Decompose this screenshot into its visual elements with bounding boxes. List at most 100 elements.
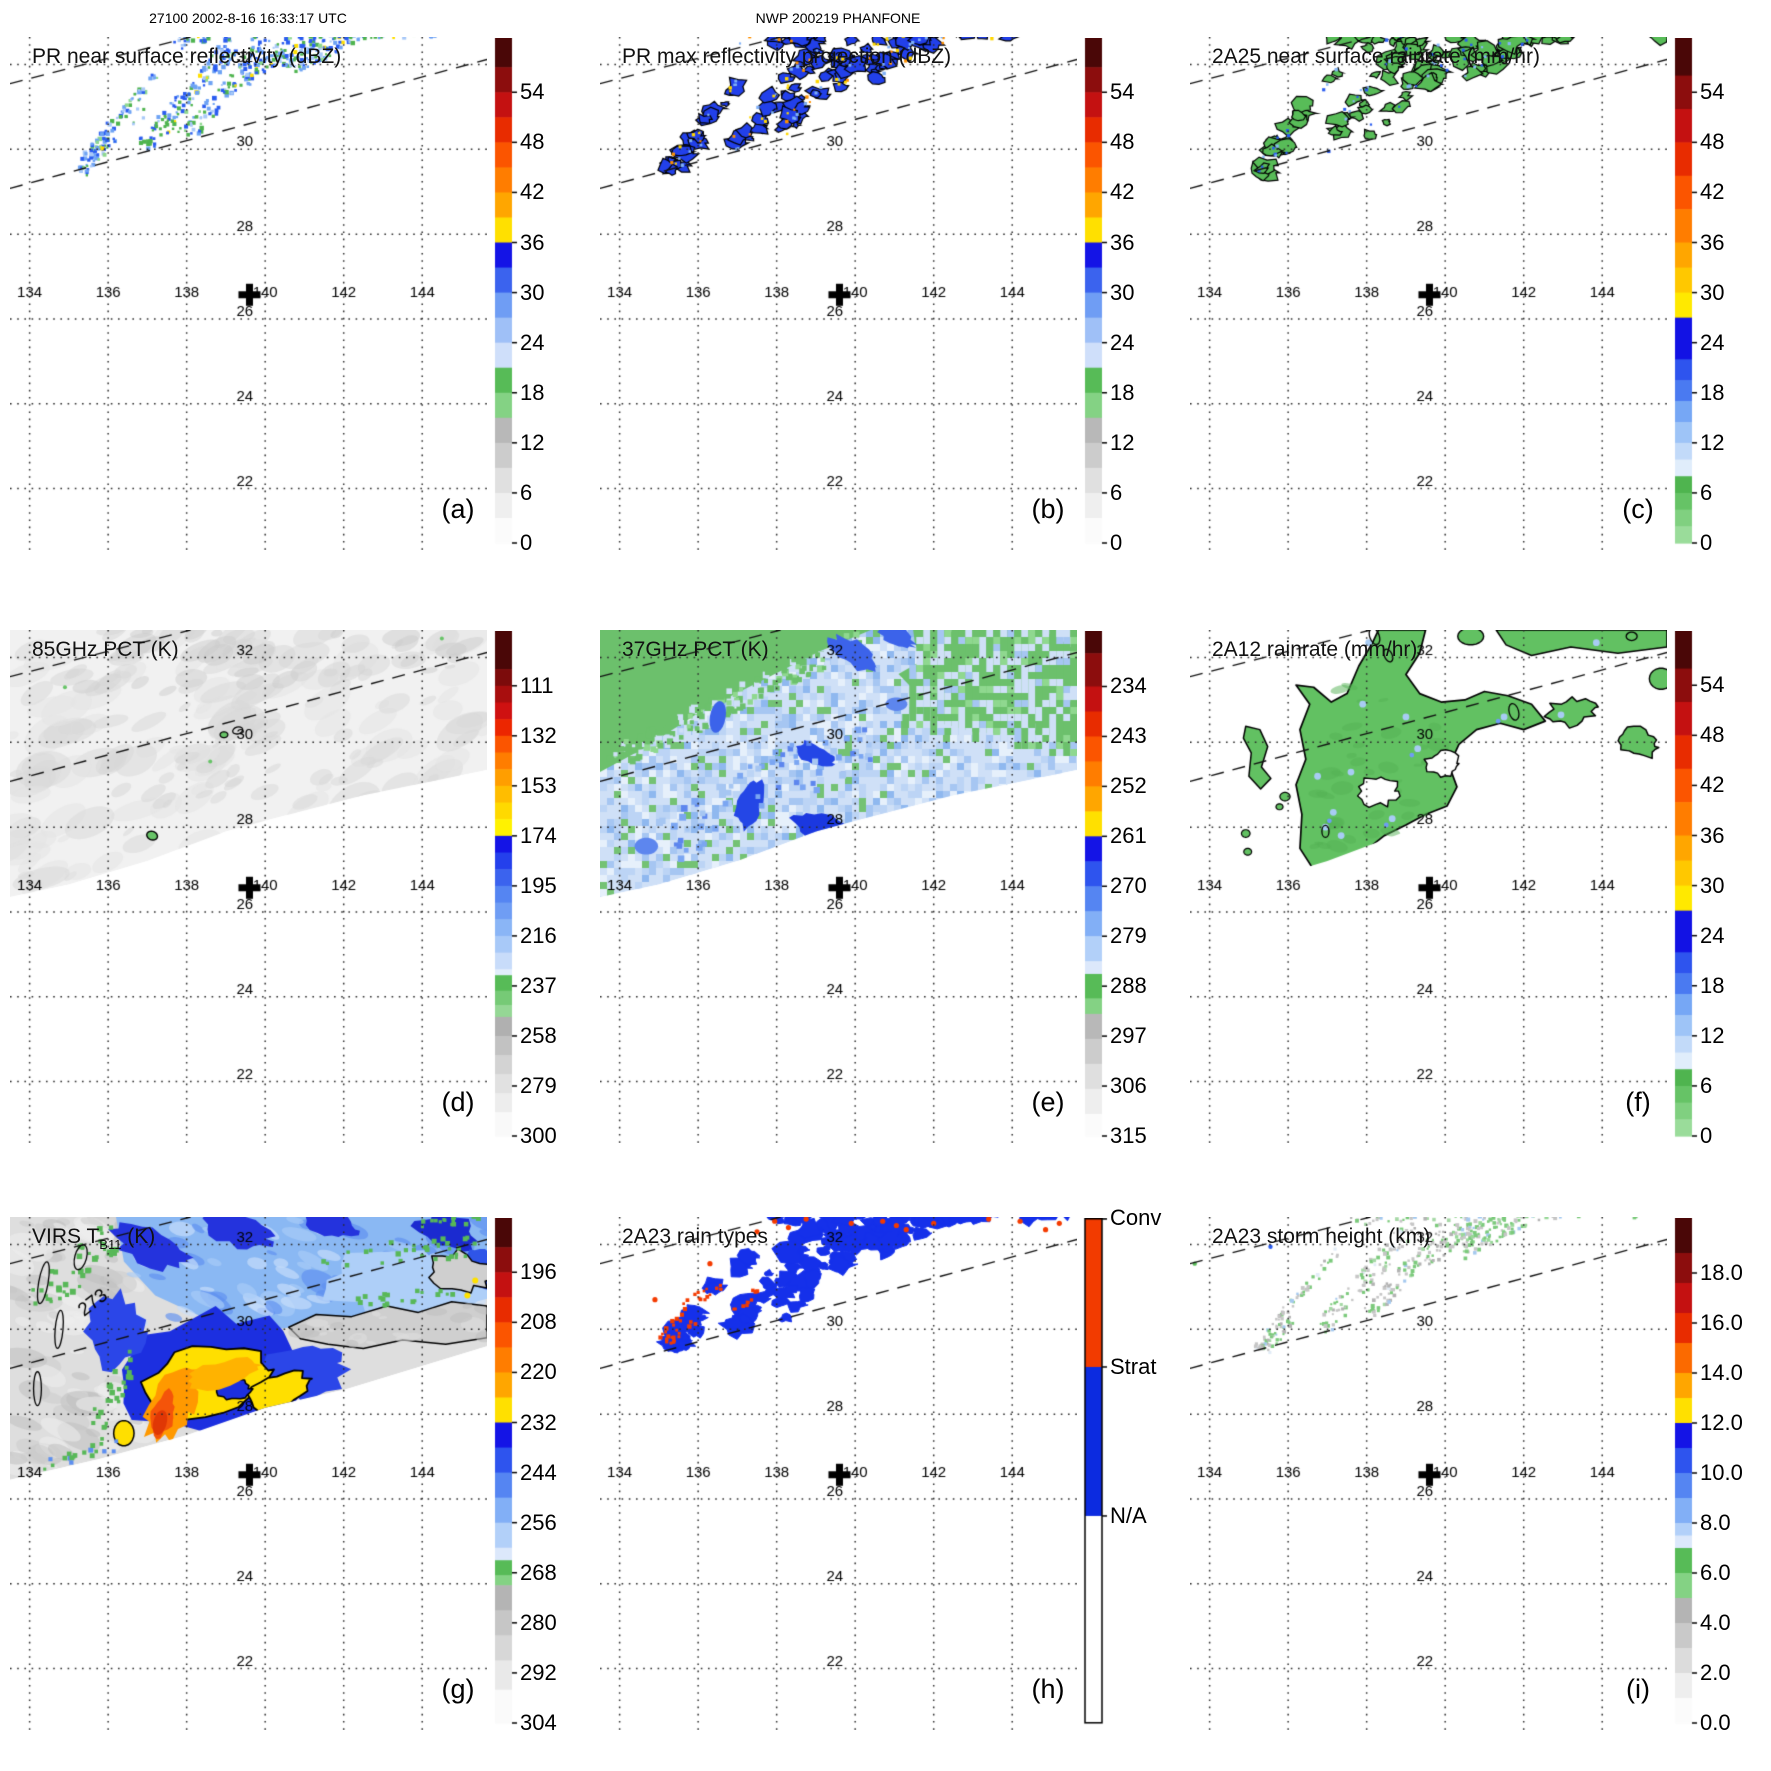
colorbar-tick-a-54: 54 xyxy=(520,79,545,105)
panel-title-a: PR near surface reflectivity (dBZ) xyxy=(32,45,342,68)
colorbar-tick-c-30: 30 xyxy=(1700,279,1725,305)
colorbar-tick-a-36: 36 xyxy=(520,229,545,255)
colorbar-tick-e-243: 243 xyxy=(1110,723,1147,749)
colorbar-label-h-1: Strat xyxy=(1110,1353,1157,1379)
colorbar-tick-c-24: 24 xyxy=(1700,329,1725,355)
colorbar-tick-a-48: 48 xyxy=(520,129,545,155)
colorbar-tick-b-30: 30 xyxy=(1110,279,1135,305)
colorbar-tick-f-12: 12 xyxy=(1700,1022,1725,1048)
colorbar-tick-b-42: 42 xyxy=(1110,179,1135,205)
colorbar-tick-d-216: 216 xyxy=(520,922,557,948)
colorbar-tick-i-2.0: 2.0 xyxy=(1700,1660,1731,1685)
colorbar-tick-d-153: 153 xyxy=(520,772,557,798)
colorbar-tick-g-196: 196 xyxy=(520,1259,557,1285)
panel-f: 2A12 rainrate (mm/hr) (f) 54 48 42 36 30 24 18 12… xyxy=(1180,630,1770,1190)
colorbar-b xyxy=(1083,38,1113,545)
panel-c: 2A25 near surface rainrate (mm/hr) (c) 54 4… xyxy=(1180,37,1770,597)
colorbar-tick-c-18: 18 xyxy=(1700,379,1725,405)
colorbar-tick-b-18: 18 xyxy=(1110,379,1135,405)
panel-title-e: 37GHz PCT (K) xyxy=(622,638,769,661)
colorbar-tick-b-54: 54 xyxy=(1110,79,1135,105)
colorbar-tick-c-36: 36 xyxy=(1700,229,1725,255)
title-subscript: B11 xyxy=(99,1237,122,1252)
panel-letter-b: (b) xyxy=(1031,494,1065,524)
colorbar-tick-a-24: 24 xyxy=(520,329,545,355)
title-text: (K) xyxy=(121,1225,156,1248)
colorbar-tick-d-132: 132 xyxy=(520,722,557,748)
colorbar-h xyxy=(1083,1218,1113,1725)
colorbar-tick-a-12: 12 xyxy=(520,429,545,455)
panel-letter-e: (e) xyxy=(1031,1087,1065,1117)
title-text: VIRS T xyxy=(32,1225,100,1248)
colorbar-tick-e-315: 315 xyxy=(1110,1123,1147,1148)
colorbar-tick-i-18.0: 18.0 xyxy=(1700,1260,1743,1285)
panel-d: 85GHz PCT (K) (d) 111 132 153 174 195 216 237 258… xyxy=(0,630,590,1190)
panel-title-g: VIRS TB11 (K) xyxy=(32,1225,155,1252)
map-canvas-i xyxy=(1190,1217,1667,1730)
colorbar-label-h-0: Conv xyxy=(1110,1205,1162,1230)
colorbar-tick-g-292: 292 xyxy=(520,1659,557,1685)
colorbar-tick-d-237: 237 xyxy=(520,972,557,998)
colorbar-tick-i-12.0: 12.0 xyxy=(1700,1410,1743,1435)
colorbar-tick-i-0.0: 0.0 xyxy=(1700,1710,1731,1735)
colorbar-tick-i-6.0: 6.0 xyxy=(1700,1560,1731,1585)
colorbar-tick-c-12: 12 xyxy=(1700,429,1725,455)
map-canvas-e xyxy=(600,630,1077,1143)
colorbar-tick-i-8.0: 8.0 xyxy=(1700,1510,1731,1535)
panel-letter-c: (c) xyxy=(1622,494,1654,524)
colorbar-tick-d-279: 279 xyxy=(520,1072,557,1098)
colorbar-tick-c-42: 42 xyxy=(1700,179,1725,205)
panel-h: 2A23 rain types (h) Conv Strat N/A xyxy=(590,1207,1180,1771)
colorbar-tick-f-30: 30 xyxy=(1700,872,1725,898)
colorbar-tick-e-279: 279 xyxy=(1110,923,1147,949)
colorbar-tick-f-48: 48 xyxy=(1700,722,1725,748)
colorbar-tick-f-36: 36 xyxy=(1700,822,1725,848)
colorbar-tick-g-208: 208 xyxy=(520,1309,557,1335)
panel-b: PR max reflectivity projection (dBZ) (b) 5… xyxy=(590,37,1180,597)
map-canvas-a xyxy=(10,37,487,550)
colorbar-tick-i-4.0: 4.0 xyxy=(1700,1610,1731,1635)
panel-title-h: 2A23 rain types xyxy=(622,1225,768,1248)
colorbar-tick-f-18: 18 xyxy=(1700,972,1725,998)
colorbar-tick-b-6: 6 xyxy=(1110,479,1123,505)
colorbar-tick-e-270: 270 xyxy=(1110,873,1147,899)
colorbar-tick-a-6: 6 xyxy=(520,479,533,505)
panel-letter-g: (g) xyxy=(441,1674,475,1704)
colorbar-tick-g-268: 268 xyxy=(520,1559,557,1585)
colorbar-tick-f-54: 54 xyxy=(1700,672,1725,698)
panel-a: PR near surface reflectivity (dBZ) (a) 54 4… xyxy=(0,37,590,597)
colorbar-tick-c-54: 54 xyxy=(1700,79,1725,105)
colorbar-tick-a-0: 0 xyxy=(520,530,533,555)
header-orbit-timestamp: 27100 2002-8-16 16:33:17 UTC xyxy=(149,10,347,26)
panel-letter-d: (d) xyxy=(441,1087,475,1117)
colorbar-tick-g-232: 232 xyxy=(520,1409,557,1435)
colorbar-a xyxy=(493,38,523,545)
colorbar-tick-g-304: 304 xyxy=(520,1710,557,1735)
colorbar-tick-a-42: 42 xyxy=(520,179,545,205)
panel-letter-h: (h) xyxy=(1031,1674,1065,1704)
colorbar-c xyxy=(1673,38,1703,545)
panel-title-i: 2A23 storm height (km) xyxy=(1212,1225,1431,1248)
colorbar-tick-b-36: 36 xyxy=(1110,229,1135,255)
colorbar-tick-d-111: 111 xyxy=(520,672,554,698)
colorbar-d xyxy=(493,631,523,1138)
colorbar-tick-d-300: 300 xyxy=(520,1123,557,1148)
panel-letter-f: (f) xyxy=(1625,1087,1651,1117)
colorbar-tick-g-280: 280 xyxy=(520,1609,557,1635)
panel-title-d: 85GHz PCT (K) xyxy=(32,638,179,661)
colorbar-label-h-2: N/A xyxy=(1110,1502,1147,1528)
panel-title-b: PR max reflectivity projection (dBZ) xyxy=(622,45,952,68)
colorbar-tick-c-0: 0 xyxy=(1700,530,1713,555)
colorbar-tick-i-14.0: 14.0 xyxy=(1700,1360,1743,1385)
map-canvas-g xyxy=(10,1217,487,1730)
colorbar-tick-f-42: 42 xyxy=(1700,772,1725,798)
map-canvas-f xyxy=(1190,630,1667,1143)
panel-letter-a: (a) xyxy=(441,494,475,524)
panel-g: VIRS TB11 (K) (g) 196 208 220 232 244 256 268 280… xyxy=(0,1217,590,1771)
colorbar-tick-g-256: 256 xyxy=(520,1509,557,1535)
colorbar-g xyxy=(493,1218,523,1725)
colorbar-tick-g-244: 244 xyxy=(520,1459,557,1485)
map-canvas-b xyxy=(600,37,1077,550)
colorbar-e xyxy=(1083,631,1113,1138)
